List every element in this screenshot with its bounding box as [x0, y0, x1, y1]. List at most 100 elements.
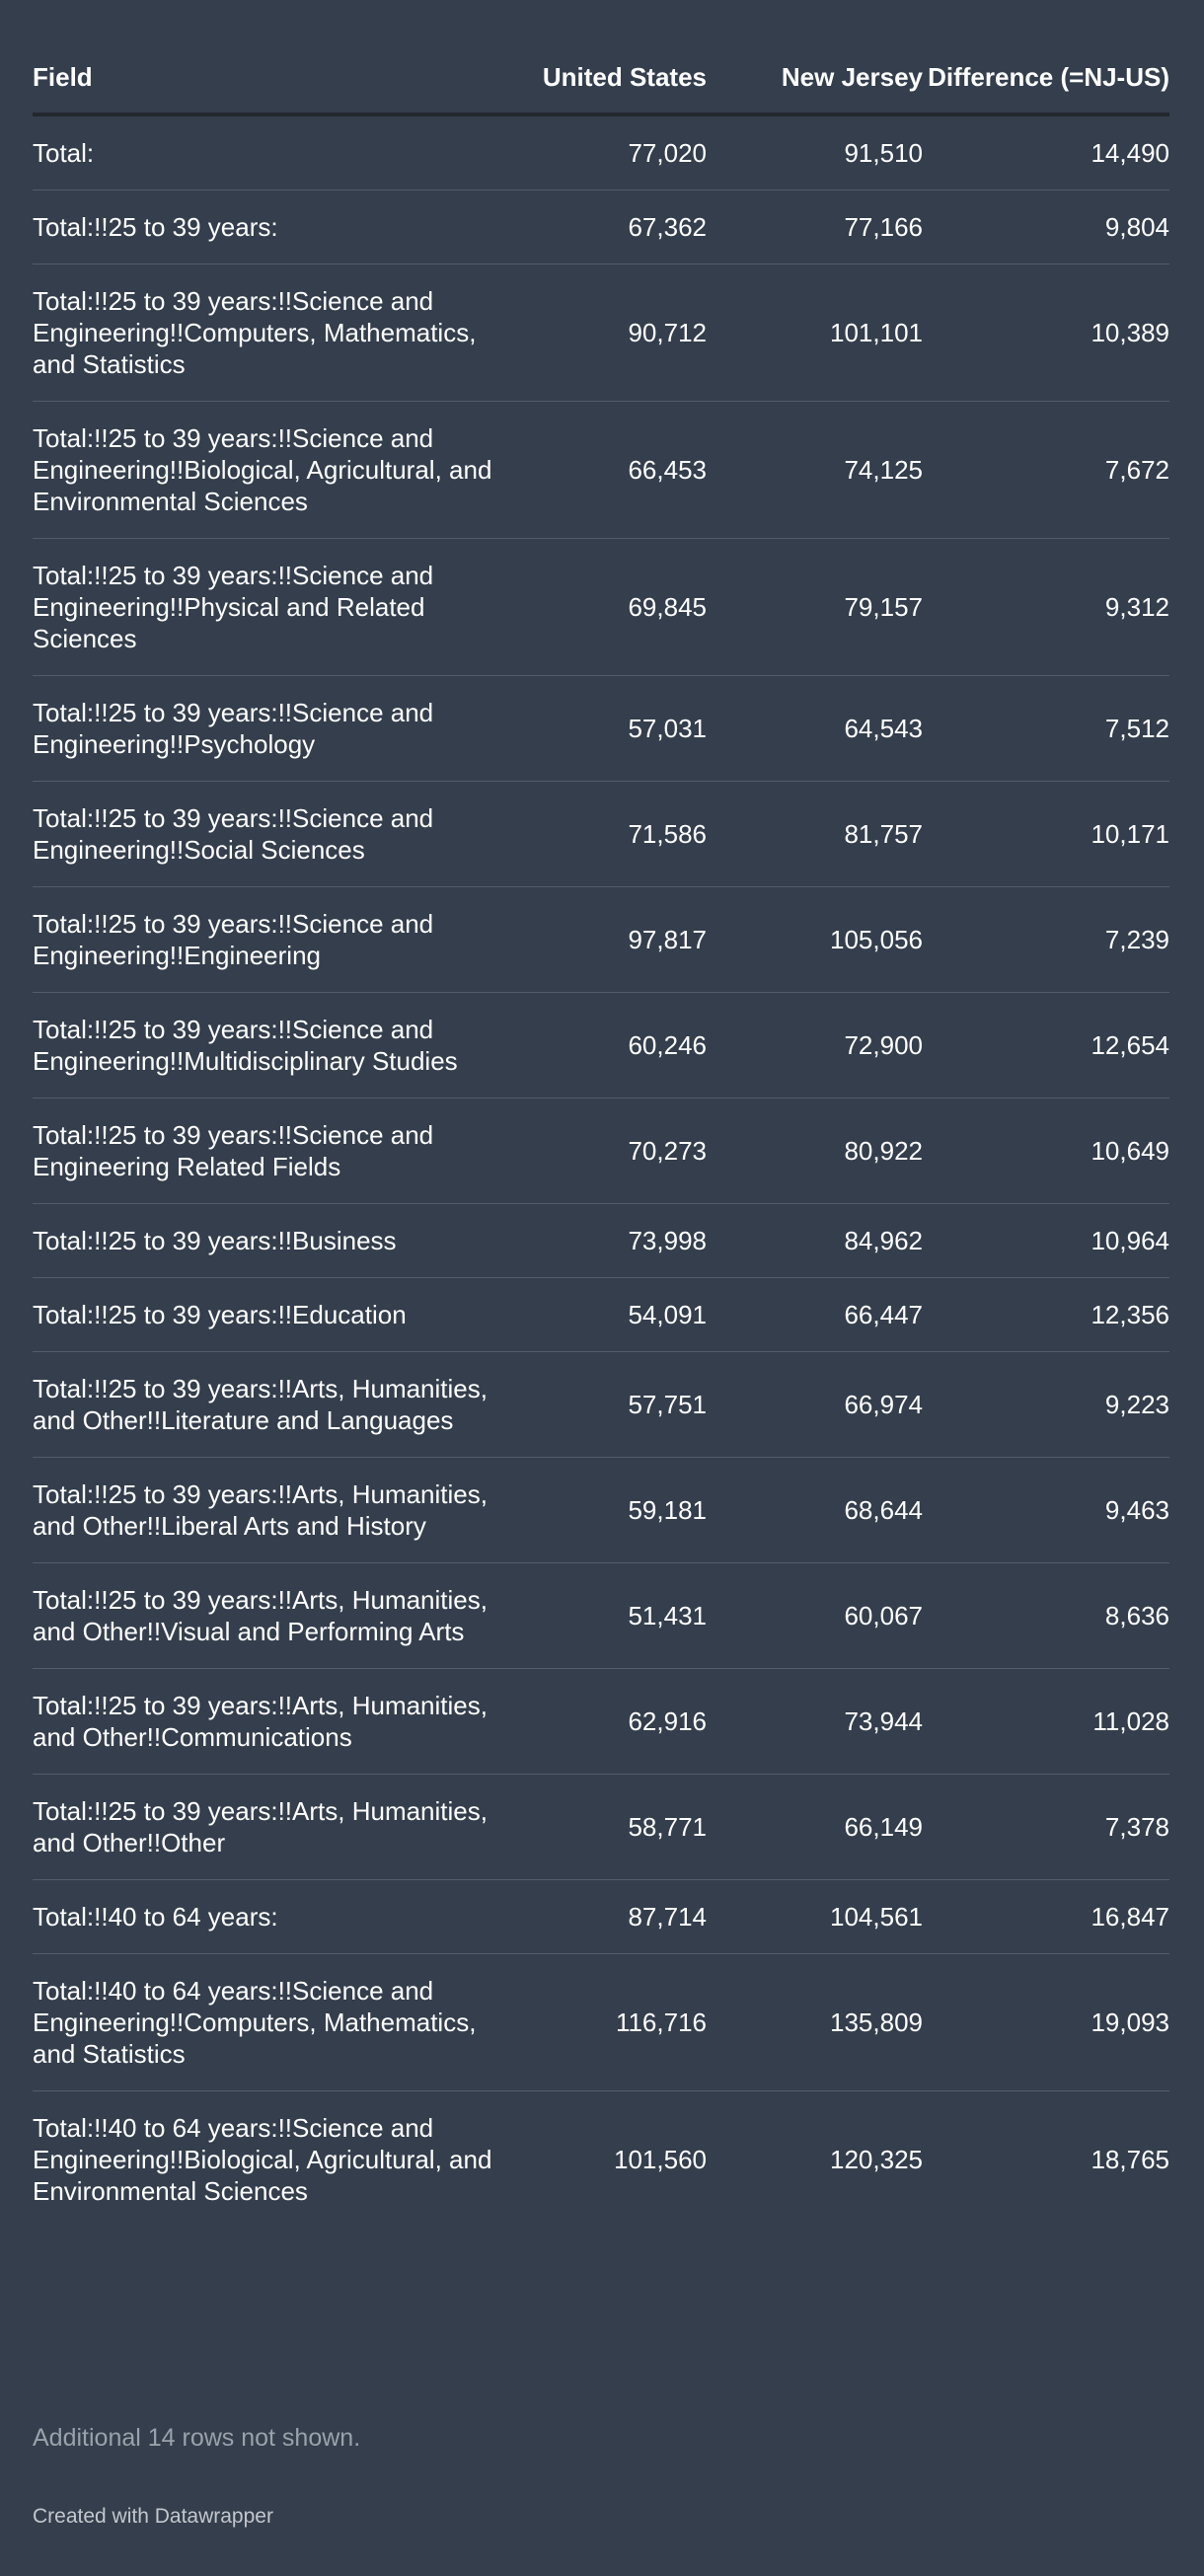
column-header: New Jersey	[707, 61, 923, 116]
value-cell: 16,847	[923, 1879, 1169, 1954]
value-cell: 135,809	[707, 1953, 923, 2091]
value-cell: 10,171	[923, 781, 1169, 887]
field-cell: Total:!!25 to 39 years:	[33, 189, 526, 265]
value-cell: 8,636	[923, 1562, 1169, 1669]
table-row: Total:!!40 to 64 years:!!Science and Eng…	[33, 2091, 1169, 2229]
table-row: Total:!!25 to 39 years:!!Arts, Humanitie…	[33, 1457, 1169, 1563]
value-cell: 77,020	[526, 114, 707, 190]
field-cell: Total:!!25 to 39 years:!!Science and Eng…	[33, 401, 526, 539]
value-cell: 19,093	[923, 1953, 1169, 2091]
table-row: Total:!!25 to 39 years:!!Arts, Humanitie…	[33, 1774, 1169, 1880]
field-cell: Total:!!25 to 39 years:!!Science and Eng…	[33, 781, 526, 887]
credit: Created with Datawrapper	[33, 2505, 273, 2528]
value-cell: 9,804	[923, 189, 1169, 265]
value-cell: 59,181	[526, 1457, 707, 1563]
table-row: Total: 77,020 91,510 14,490	[33, 114, 1169, 190]
value-cell: 7,239	[923, 886, 1169, 993]
value-cell: 73,998	[526, 1203, 707, 1278]
table-row: Total:!!25 to 39 years:!!Science and Eng…	[33, 886, 1169, 993]
value-cell: 9,463	[923, 1457, 1169, 1563]
value-cell: 101,560	[614, 2145, 707, 2174]
table-row: Total:!!25 to 39 years:!!Arts, Humanitie…	[33, 1668, 1169, 1775]
table-row: Total:!!40 to 64 years:!!Science and Eng…	[33, 1953, 1169, 2091]
value-cell: 66,149	[707, 1774, 923, 1880]
table-row: Total:!!25 to 39 years:!!Business 73,998 8…	[33, 1203, 1169, 1278]
table-row: Total:!!25 to 39 years:!!Science and Eng…	[33, 1098, 1169, 1204]
table-row: Total:!!25 to 39 years: 67,362 77,166 9,804	[33, 189, 1169, 265]
column-header: United States	[526, 61, 707, 116]
value-cell: 57,031	[526, 675, 707, 782]
value-cell: 70,273	[526, 1098, 707, 1204]
table-row: Total:!!25 to 39 years:!!Science and Eng…	[33, 781, 1169, 887]
table-row: Total:!!40 to 64 years: 87,714 104,561 16,8…	[33, 1879, 1169, 1954]
value-cell: 68,644	[707, 1457, 923, 1563]
value-cell: 12,356	[923, 1277, 1169, 1352]
value-cell: 71,586	[526, 781, 707, 887]
table-row: Total:!!25 to 39 years:!!Science and Eng…	[33, 675, 1169, 782]
value-cell: 62,916	[526, 1668, 707, 1775]
column-header: Difference (=NJ-US)	[923, 61, 1169, 116]
table-row: Total:!!25 to 39 years:!!Science and Eng…	[33, 992, 1169, 1099]
table-row: Total:!!25 to 39 years:!!Science and Eng…	[33, 538, 1169, 676]
field-cell: Total:!!25 to 39 years:!!Science and Eng…	[33, 538, 526, 676]
value-cell: 18,765	[1091, 2145, 1169, 2174]
field-cell: Total:!!25 to 39 years:!!Education	[33, 1277, 526, 1352]
value-cell: 7,512	[923, 675, 1169, 782]
field-cell: Total:!!25 to 39 years:!!Science and Eng…	[33, 1098, 526, 1204]
value-cell: 90,712	[526, 264, 707, 402]
field-cell: Total:!!25 to 39 years:!!Arts, Humanitie…	[33, 1668, 526, 1775]
field-cell: Total:!!25 to 39 years:!!Arts, Humanitie…	[33, 1774, 526, 1880]
field-cell: Total:	[33, 114, 526, 190]
value-cell: 7,378	[923, 1774, 1169, 1880]
field-cell: Total:!!40 to 64 years:!!Science and Eng…	[33, 1953, 526, 2091]
value-cell: 66,453	[526, 401, 707, 539]
value-cell: 67,362	[526, 189, 707, 265]
field-cell: Total:!!25 to 39 years:!!Arts, Humanitie…	[33, 1562, 526, 1669]
value-cell: 9,223	[923, 1351, 1169, 1458]
table-body: Total: 77,020 91,510 14,490 Total:!!25 to 39…	[33, 114, 1169, 2228]
value-cell: 77,166	[707, 189, 923, 265]
field-cell: Total:!!25 to 39 years:!!Science and Eng…	[33, 886, 526, 993]
table-row: Total:!!25 to 39 years:!!Science and Eng…	[33, 401, 1169, 539]
value-cell: 72,900	[707, 992, 923, 1099]
value-cell: 10,389	[923, 264, 1169, 402]
field-cell: Total:!!25 to 39 years:!!Science and Eng…	[33, 264, 526, 402]
value-cell: 116,716	[526, 1953, 707, 2091]
value-cell: 64,543	[707, 675, 923, 782]
value-cell: 10,964	[923, 1203, 1169, 1278]
value-cell: 10,649	[923, 1098, 1169, 1204]
header-row: Field United States New Jersey Difference (…	[33, 61, 1169, 116]
footnote: Additional 14 rows not shown.	[33, 2424, 361, 2452]
value-cell: 87,714	[526, 1879, 707, 1954]
value-cell: 84,962	[707, 1203, 923, 1278]
field-cell: Total:!!25 to 39 years:!!Science and Eng…	[33, 675, 526, 782]
value-cell: 51,431	[526, 1562, 707, 1669]
field-cell: Total:!!25 to 39 years:!!Business	[33, 1203, 526, 1278]
value-cell: 69,845	[526, 538, 707, 676]
value-cell: 80,922	[707, 1098, 923, 1204]
value-cell: 14,490	[923, 114, 1169, 190]
value-cell: 7,672	[923, 401, 1169, 539]
table-row: Total:!!25 to 39 years:!!Science and Eng…	[33, 264, 1169, 402]
value-cell: 11,028	[923, 1668, 1169, 1775]
value-cell: 54,091	[526, 1277, 707, 1352]
field-cell: Total:!!25 to 39 years:!!Arts, Humanitie…	[33, 1457, 526, 1563]
value-cell: 66,974	[707, 1351, 923, 1458]
value-cell: 66,447	[707, 1277, 923, 1352]
field-cell: Total:!!40 to 64 years:!!Science and Eng…	[33, 2113, 492, 2206]
value-cell: 12,654	[923, 992, 1169, 1099]
value-cell: 60,067	[707, 1562, 923, 1669]
value-cell: 81,757	[707, 781, 923, 887]
value-cell: 79,157	[707, 538, 923, 676]
value-cell: 73,944	[707, 1668, 923, 1775]
value-cell: 120,325	[830, 2145, 923, 2174]
field-cell: Total:!!25 to 39 years:!!Arts, Humanitie…	[33, 1351, 526, 1458]
value-cell: 104,561	[707, 1879, 923, 1954]
value-cell: 60,246	[526, 992, 707, 1099]
value-cell: 74,125	[707, 401, 923, 539]
field-cell: Total:!!40 to 64 years:	[33, 1879, 526, 1954]
value-cell: 91,510	[707, 114, 923, 190]
table-row: Total:!!25 to 39 years:!!Arts, Humanitie…	[33, 1562, 1169, 1669]
data-table: Field United States New Jersey Difference (…	[33, 61, 1169, 2228]
value-cell: 105,056	[707, 886, 923, 993]
